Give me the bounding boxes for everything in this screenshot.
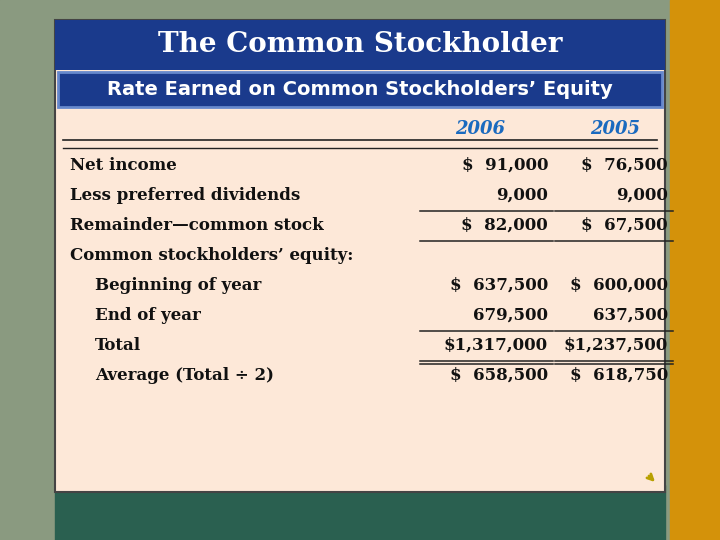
Bar bbox=[55, 20, 665, 492]
Text: $  600,000: $ 600,000 bbox=[570, 276, 668, 294]
Text: Common stockholders’ equity:: Common stockholders’ equity: bbox=[70, 246, 354, 264]
Text: $  637,500: $ 637,500 bbox=[450, 276, 548, 294]
Bar bbox=[670, 0, 720, 540]
Text: 679,500: 679,500 bbox=[473, 307, 548, 323]
Text: $  82,000: $ 82,000 bbox=[462, 217, 548, 233]
Text: Average (Total ÷ 2): Average (Total ÷ 2) bbox=[95, 367, 274, 383]
Text: $1,317,000: $1,317,000 bbox=[444, 336, 548, 354]
Text: $1,237,500: $1,237,500 bbox=[564, 336, 668, 354]
Text: Net income: Net income bbox=[70, 157, 176, 173]
Text: 9,000: 9,000 bbox=[496, 186, 548, 204]
Text: The Common Stockholder: The Common Stockholder bbox=[158, 31, 562, 58]
Bar bbox=[55, 485, 665, 540]
Bar bbox=[55, 20, 665, 70]
Text: 9,000: 9,000 bbox=[616, 186, 668, 204]
Text: End of year: End of year bbox=[95, 307, 201, 323]
Text: $  658,500: $ 658,500 bbox=[450, 367, 548, 383]
Text: 2006: 2006 bbox=[455, 120, 505, 138]
Text: Less preferred dividends: Less preferred dividends bbox=[70, 186, 300, 204]
Text: Rate Earned on Common Stockholders’ Equity: Rate Earned on Common Stockholders’ Equi… bbox=[107, 80, 613, 99]
Text: Beginning of year: Beginning of year bbox=[95, 276, 261, 294]
Text: Total: Total bbox=[95, 336, 141, 354]
Text: 2005: 2005 bbox=[590, 120, 640, 138]
Text: $  91,000: $ 91,000 bbox=[462, 157, 548, 173]
Text: $  67,500: $ 67,500 bbox=[581, 217, 668, 233]
Bar bbox=[58, 72, 662, 107]
Text: $  618,750: $ 618,750 bbox=[570, 367, 668, 383]
Text: Remainder—common stock: Remainder—common stock bbox=[70, 217, 324, 233]
Text: 637,500: 637,500 bbox=[593, 307, 668, 323]
Text: $  76,500: $ 76,500 bbox=[581, 157, 668, 173]
